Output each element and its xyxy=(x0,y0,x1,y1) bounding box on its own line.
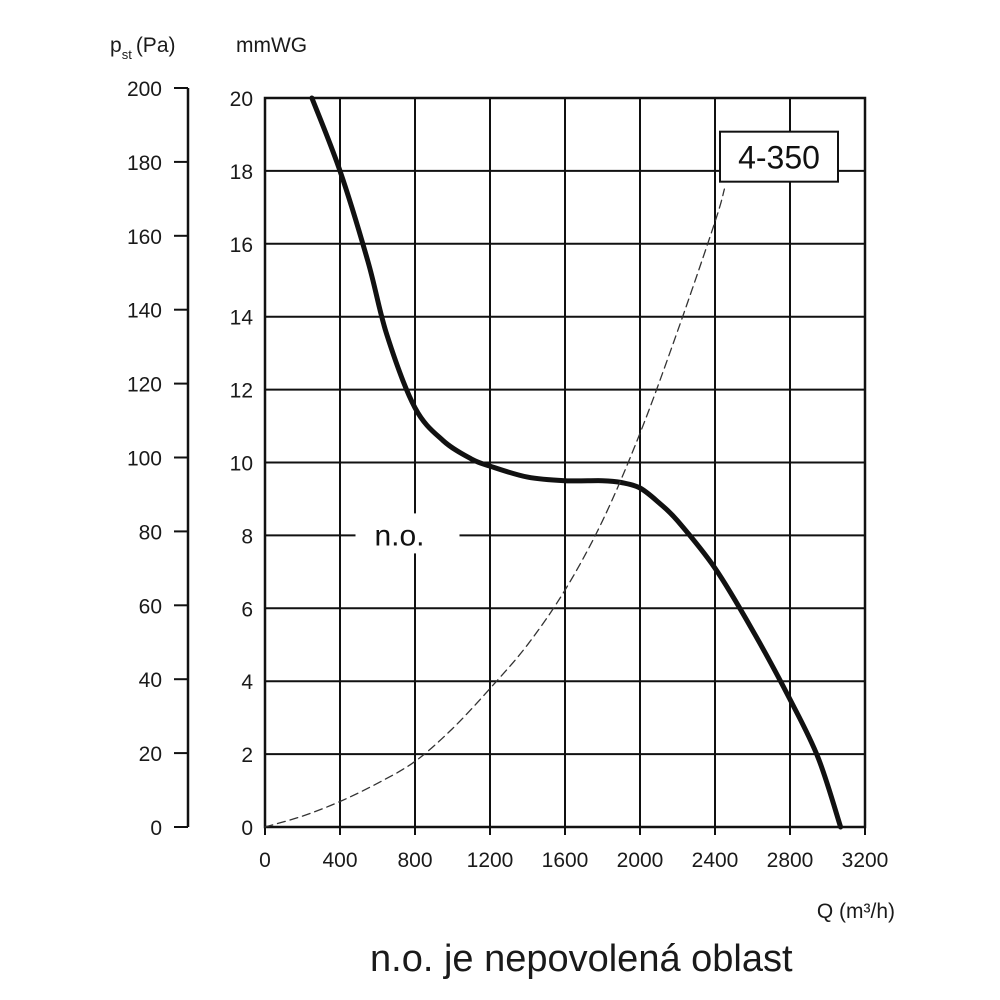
y-axis-symbol: pst (Pa) xyxy=(110,34,176,62)
y-tick-label-mmwg-0: 0 xyxy=(241,817,253,840)
y-tick-label-mmwg-10: 10 xyxy=(230,453,253,476)
x-tick-label-800: 800 xyxy=(397,849,432,872)
x-tick-label-2400: 2400 xyxy=(692,849,739,872)
pa-axis xyxy=(174,87,190,828)
footnote: n.o. je nepovolená oblast xyxy=(370,938,793,980)
y-tick-label-pa-0: 0 xyxy=(150,817,162,840)
y-tick-label-mmwg-4: 4 xyxy=(241,671,253,694)
curve-label-text: 4-350 xyxy=(738,140,820,176)
y-axis-secondary-label: mmWG xyxy=(236,34,307,57)
forbidden-zone-label: n.o. xyxy=(374,519,424,552)
y-tick-label-mmwg-12: 12 xyxy=(230,380,253,403)
y-tick-label-pa-60: 60 xyxy=(139,595,162,618)
y-tick-label-pa-200: 200 xyxy=(127,78,162,101)
x-tick-label-2800: 2800 xyxy=(767,849,814,872)
grid-lines xyxy=(263,96,867,835)
x-tick-label-1200: 1200 xyxy=(467,849,514,872)
y-tick-label-pa-40: 40 xyxy=(139,669,162,692)
y-tick-label-mmwg-2: 2 xyxy=(241,744,253,767)
y-tick-label-pa-20: 20 xyxy=(139,743,162,766)
annotation-bg-0 xyxy=(355,513,460,554)
y-tick-label-mmwg-6: 6 xyxy=(241,598,253,621)
annotations: n.o. 4-350 xyxy=(355,130,839,554)
x-tick-label-1600: 1600 xyxy=(542,849,589,872)
y-tick-label-mmwg-20: 20 xyxy=(230,88,253,111)
y-tick-label-pa-120: 120 xyxy=(127,374,162,397)
system-curve-dashed xyxy=(264,188,726,828)
y-tick-label-mmwg-18: 18 xyxy=(230,161,253,184)
y-tick-label-pa-140: 140 xyxy=(127,300,162,323)
curve-label-box xyxy=(719,130,839,183)
x-tick-label-400: 400 xyxy=(322,849,357,872)
tick-labels: 0 400 800 1200 1600 2000 2400 2800 3200024681012… xyxy=(127,78,888,872)
fan-curve-4-350 xyxy=(309,95,844,830)
x-tick-label-3200: 3200 xyxy=(842,849,889,872)
y-tick-label-mmwg-8: 8 xyxy=(241,525,253,548)
y-tick-label-mmwg-16: 16 xyxy=(230,234,253,257)
y-tick-label-pa-180: 180 xyxy=(127,152,162,175)
series-layer xyxy=(264,95,844,830)
x-tick-label-0: 0 xyxy=(259,849,271,872)
y-tick-label-pa-160: 160 xyxy=(127,226,162,249)
y-tick-label-pa-80: 80 xyxy=(139,521,162,544)
x-tick-label-2000: 2000 xyxy=(617,849,664,872)
y-tick-label-mmwg-14: 14 xyxy=(230,307,254,330)
x-axis-label: Q (m³/h) xyxy=(817,900,895,923)
y-tick-label-pa-100: 100 xyxy=(127,448,162,471)
